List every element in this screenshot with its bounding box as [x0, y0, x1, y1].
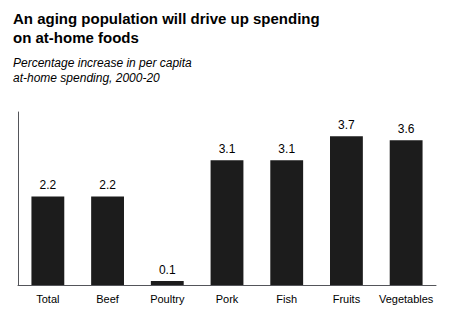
svg-text:0.1: 0.1 — [159, 263, 176, 277]
svg-text:at-home spending, 2000-20: at-home spending, 2000-20 — [13, 71, 160, 85]
svg-text:Pork: Pork — [216, 293, 239, 305]
svg-text:3.1: 3.1 — [219, 142, 236, 156]
svg-text:2.2: 2.2 — [40, 178, 57, 192]
svg-text:Percentage increase in per cap: Percentage increase in per capita — [13, 56, 192, 70]
svg-text:3.6: 3.6 — [398, 122, 415, 136]
svg-text:2.2: 2.2 — [99, 178, 116, 192]
svg-text:An aging population will drive: An aging population will drive up spendi… — [13, 10, 320, 27]
svg-text:on at-home foods: on at-home foods — [13, 29, 139, 46]
svg-text:Vegetables: Vegetables — [379, 293, 434, 305]
svg-text:3.7: 3.7 — [338, 118, 355, 132]
svg-text:Fruits: Fruits — [333, 293, 361, 305]
svg-text:Beef: Beef — [96, 293, 120, 305]
svg-text:3.1: 3.1 — [278, 142, 295, 156]
svg-text:Total: Total — [36, 293, 59, 305]
svg-text:Poultry: Poultry — [150, 293, 185, 305]
svg-text:Fish: Fish — [276, 293, 297, 305]
